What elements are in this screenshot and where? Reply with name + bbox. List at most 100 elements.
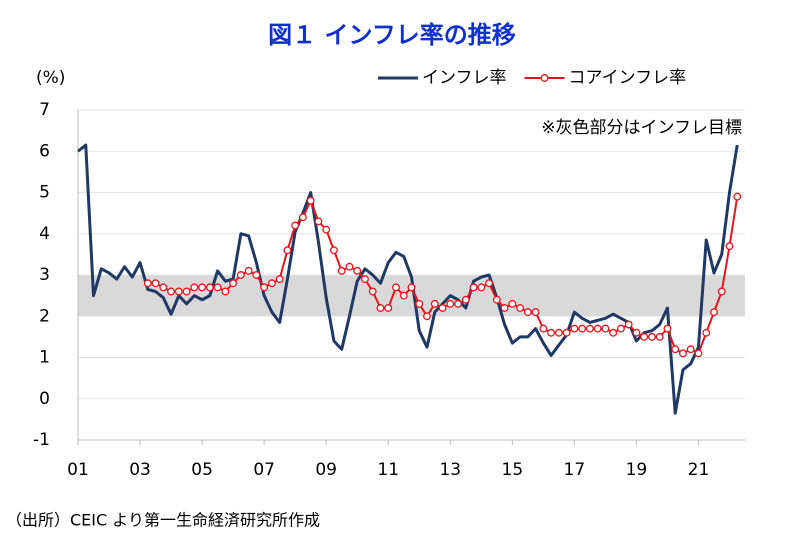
series-marker (446, 299, 455, 308)
x-tick-label: 13 (439, 460, 461, 480)
series-marker (213, 283, 222, 292)
series-marker (461, 295, 470, 304)
series-marker (547, 328, 556, 337)
y-tick-label: 3 (39, 265, 50, 285)
y-tick-label: 0 (39, 389, 50, 409)
series-marker (717, 287, 726, 296)
series-marker (182, 287, 191, 296)
series-marker (539, 324, 548, 333)
series-marker (267, 279, 276, 288)
series-marker (151, 279, 160, 288)
series-marker (725, 242, 734, 251)
series-marker (353, 266, 362, 275)
x-tick-label: 03 (129, 460, 151, 480)
series-marker (252, 271, 261, 279)
series-marker (702, 328, 711, 337)
x-tick-label: 05 (191, 460, 213, 480)
x-tick-label: 09 (315, 460, 337, 480)
series-marker (523, 308, 532, 317)
series-marker (329, 246, 338, 255)
x-tick-label: 17 (564, 460, 586, 480)
x-tick-label: 15 (502, 460, 524, 480)
series-marker (384, 304, 393, 312)
y-tick-label: 6 (39, 141, 50, 161)
y-tick-label: 7 (39, 100, 50, 120)
series-marker (485, 279, 494, 288)
series-marker (655, 332, 664, 341)
legend-label: インフレ率 (422, 68, 507, 88)
series-marker (477, 283, 486, 292)
series-marker (570, 324, 579, 333)
series-marker (500, 304, 509, 312)
x-tick-label: 21 (688, 460, 710, 480)
series-marker (679, 349, 687, 358)
series-marker (314, 217, 323, 226)
series-marker (415, 299, 424, 308)
series-marker (236, 271, 245, 279)
series-marker (399, 291, 408, 300)
series-marker (516, 304, 525, 312)
series-marker (376, 304, 385, 312)
series-marker (624, 320, 633, 329)
annotation: ※灰色部分はインフレ目標 (541, 118, 742, 138)
series-marker (438, 304, 447, 312)
series-marker (710, 308, 718, 317)
y-tick-label: 2 (39, 306, 50, 326)
series-marker (454, 299, 462, 308)
series-marker (198, 283, 207, 292)
series-marker (361, 275, 369, 284)
series-marker (174, 287, 183, 296)
series-marker (531, 308, 540, 317)
series-marker (430, 299, 439, 308)
series-marker (616, 324, 625, 333)
series-marker (221, 287, 230, 296)
series-marker (407, 283, 416, 292)
series-marker (229, 279, 238, 288)
series-marker (578, 324, 587, 333)
series-marker (694, 349, 703, 358)
series-marker (686, 345, 695, 354)
series-marker (143, 279, 152, 288)
source-note: （出所）CEIC より第一生命経済研究所作成 (6, 511, 320, 530)
series-marker (663, 324, 672, 333)
x-tick-label: 07 (253, 460, 275, 480)
x-tick-label: 19 (626, 460, 648, 480)
series-marker (159, 283, 168, 292)
series-marker (244, 266, 253, 275)
y-unit-label: (%) (36, 68, 65, 88)
x-tick-label: 11 (377, 460, 399, 480)
y-tick-label: -1 (33, 430, 50, 450)
series-marker (392, 283, 400, 292)
series-marker (337, 266, 346, 275)
y-tick-label: 4 (39, 224, 50, 244)
series-marker (205, 283, 214, 292)
chart-title: 図１ インフレ率の推移 (268, 21, 516, 49)
y-tick-label: 1 (39, 348, 50, 368)
legend-label: コアインフレ率 (569, 68, 687, 88)
series-marker (508, 299, 517, 308)
series-marker (291, 221, 300, 230)
series-marker (554, 328, 563, 337)
series-marker (609, 328, 618, 337)
series-marker (298, 213, 307, 222)
series-marker (492, 295, 501, 304)
series-marker (345, 262, 354, 271)
x-tick-label: 01 (67, 460, 89, 480)
series-marker (671, 345, 680, 354)
series-marker (647, 332, 656, 341)
series-marker (306, 196, 315, 205)
series-marker (601, 324, 610, 333)
series-marker (632, 328, 641, 337)
legend-marker (540, 74, 549, 82)
series-marker (585, 324, 594, 333)
series-marker (322, 225, 331, 234)
series-marker (283, 246, 292, 255)
series-marker (368, 287, 377, 296)
series-marker (167, 287, 176, 296)
series-marker (640, 332, 649, 341)
series-marker (593, 324, 602, 333)
series-marker (562, 328, 571, 337)
series-marker (423, 312, 431, 321)
